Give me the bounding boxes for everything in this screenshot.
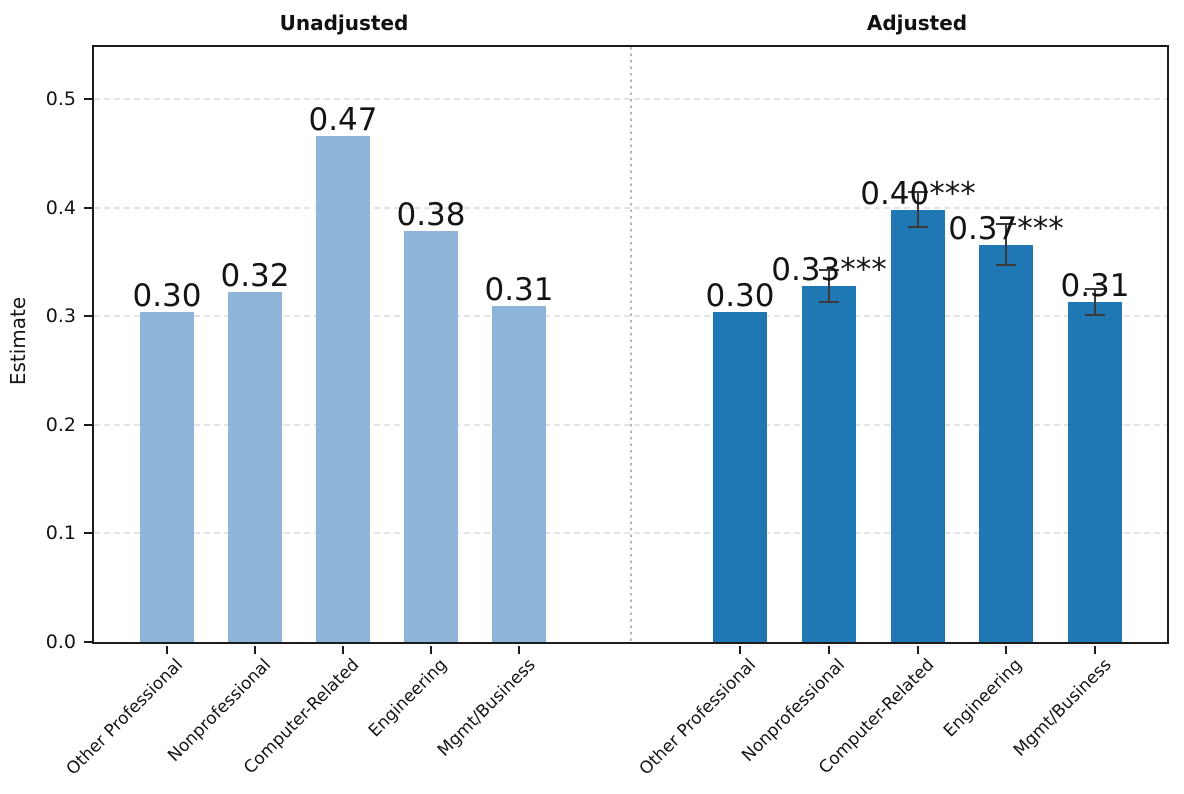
x-tick (430, 646, 432, 654)
x-tick (917, 646, 919, 654)
bar-adjusted-other-professional (713, 312, 767, 642)
bar-value-label-unadjusted-nonprofessional: 0.32 (220, 258, 290, 294)
bar-value-label-adjusted-nonprofessional: 0.33*** (771, 252, 887, 288)
error-bar-cap-top-engineering (996, 222, 1016, 225)
x-tick (1094, 646, 1096, 654)
bar-value-label-unadjusted-other-professional: 0.30 (132, 278, 202, 314)
bar-unadjusted-other-professional (140, 312, 194, 642)
bar-value-label-unadjusted-engineering: 0.38 (396, 197, 466, 233)
bar-value-label-adjusted-mgmt-business: 0.31 (1060, 268, 1130, 304)
panel-divider (629, 47, 632, 642)
x-tick-label-other-professional: Other Professional (635, 655, 761, 780)
bar-value-label-unadjusted-mgmt-business: 0.31 (484, 272, 554, 308)
y-tick (84, 98, 93, 100)
bar-unadjusted-nonprofessional (228, 292, 282, 642)
y-tick (84, 315, 93, 318)
error-bar-cap-bottom-computer-related (908, 226, 928, 229)
bar-unadjusted-mgmt-business (492, 306, 546, 642)
error-bar-line-computer-related (917, 192, 919, 228)
y-tick (84, 532, 93, 535)
x-tick (828, 646, 830, 654)
y-tick-label: 0.2 (45, 413, 76, 436)
y-tick-label: 0.1 (45, 522, 76, 545)
x-tick (342, 646, 344, 654)
x-tick (1005, 646, 1007, 654)
bar-unadjusted-engineering (404, 231, 458, 642)
y-tick (84, 423, 93, 426)
x-tick-label-engineering: Engineering (939, 655, 1027, 742)
y-tick-label: 0.3 (45, 305, 76, 328)
x-tick-label-engineering: Engineering (364, 655, 452, 742)
bar-unadjusted-computer-related (316, 136, 370, 642)
x-tick (739, 646, 741, 654)
error-bar-cap-bottom-engineering (996, 264, 1016, 267)
bar-value-label-adjusted-other-professional: 0.30 (705, 278, 775, 314)
x-tick (166, 646, 168, 654)
error-bar-line-engineering (1005, 223, 1007, 266)
x-tick (254, 646, 256, 654)
plot-area: 0.30 0.32 0.47 0.38 0.31 0.30 0.33*** 0.40*** 0.… (92, 45, 1169, 644)
y-tick-label: 0.0 (45, 631, 76, 653)
bar-adjusted-mgmt-business (1068, 302, 1122, 642)
bar-value-label-unadjusted-computer-related: 0.47 (308, 102, 378, 138)
y-tick-label: 0.4 (45, 196, 76, 219)
error-bar-cap-bottom-nonprofessional (819, 301, 839, 304)
y-tick (84, 641, 93, 643)
error-bar-line-mgmt-business (1094, 289, 1096, 316)
x-tick (518, 646, 520, 654)
error-bar-cap-top-nonprofessional (819, 268, 839, 271)
x-tick-label-mgmt-business: Mgmt/Business (1009, 655, 1116, 761)
panel-title-adjusted: Adjusted (866, 11, 968, 35)
bar-value-label-adjusted-computer-related: 0.40*** (860, 176, 976, 212)
bar-value-label-adjusted-engineering: 0.37*** (948, 211, 1064, 247)
bar-adjusted-nonprofessional (802, 286, 856, 642)
x-tick-label-other-professional: Other Professional (62, 655, 188, 780)
bar-adjusted-engineering (979, 245, 1033, 642)
panel-title-unadjusted: Unadjusted (279, 11, 409, 35)
error-bar-cap-bottom-mgmt-business (1085, 314, 1105, 317)
y-tick-label: 0.5 (45, 88, 76, 110)
error-bar-cap-top-computer-related (908, 191, 928, 194)
error-bar-line-nonprofessional (828, 269, 830, 303)
error-bar-cap-top-mgmt-business (1085, 288, 1105, 291)
y-tick (84, 206, 93, 209)
bar-adjusted-computer-related (891, 210, 945, 642)
